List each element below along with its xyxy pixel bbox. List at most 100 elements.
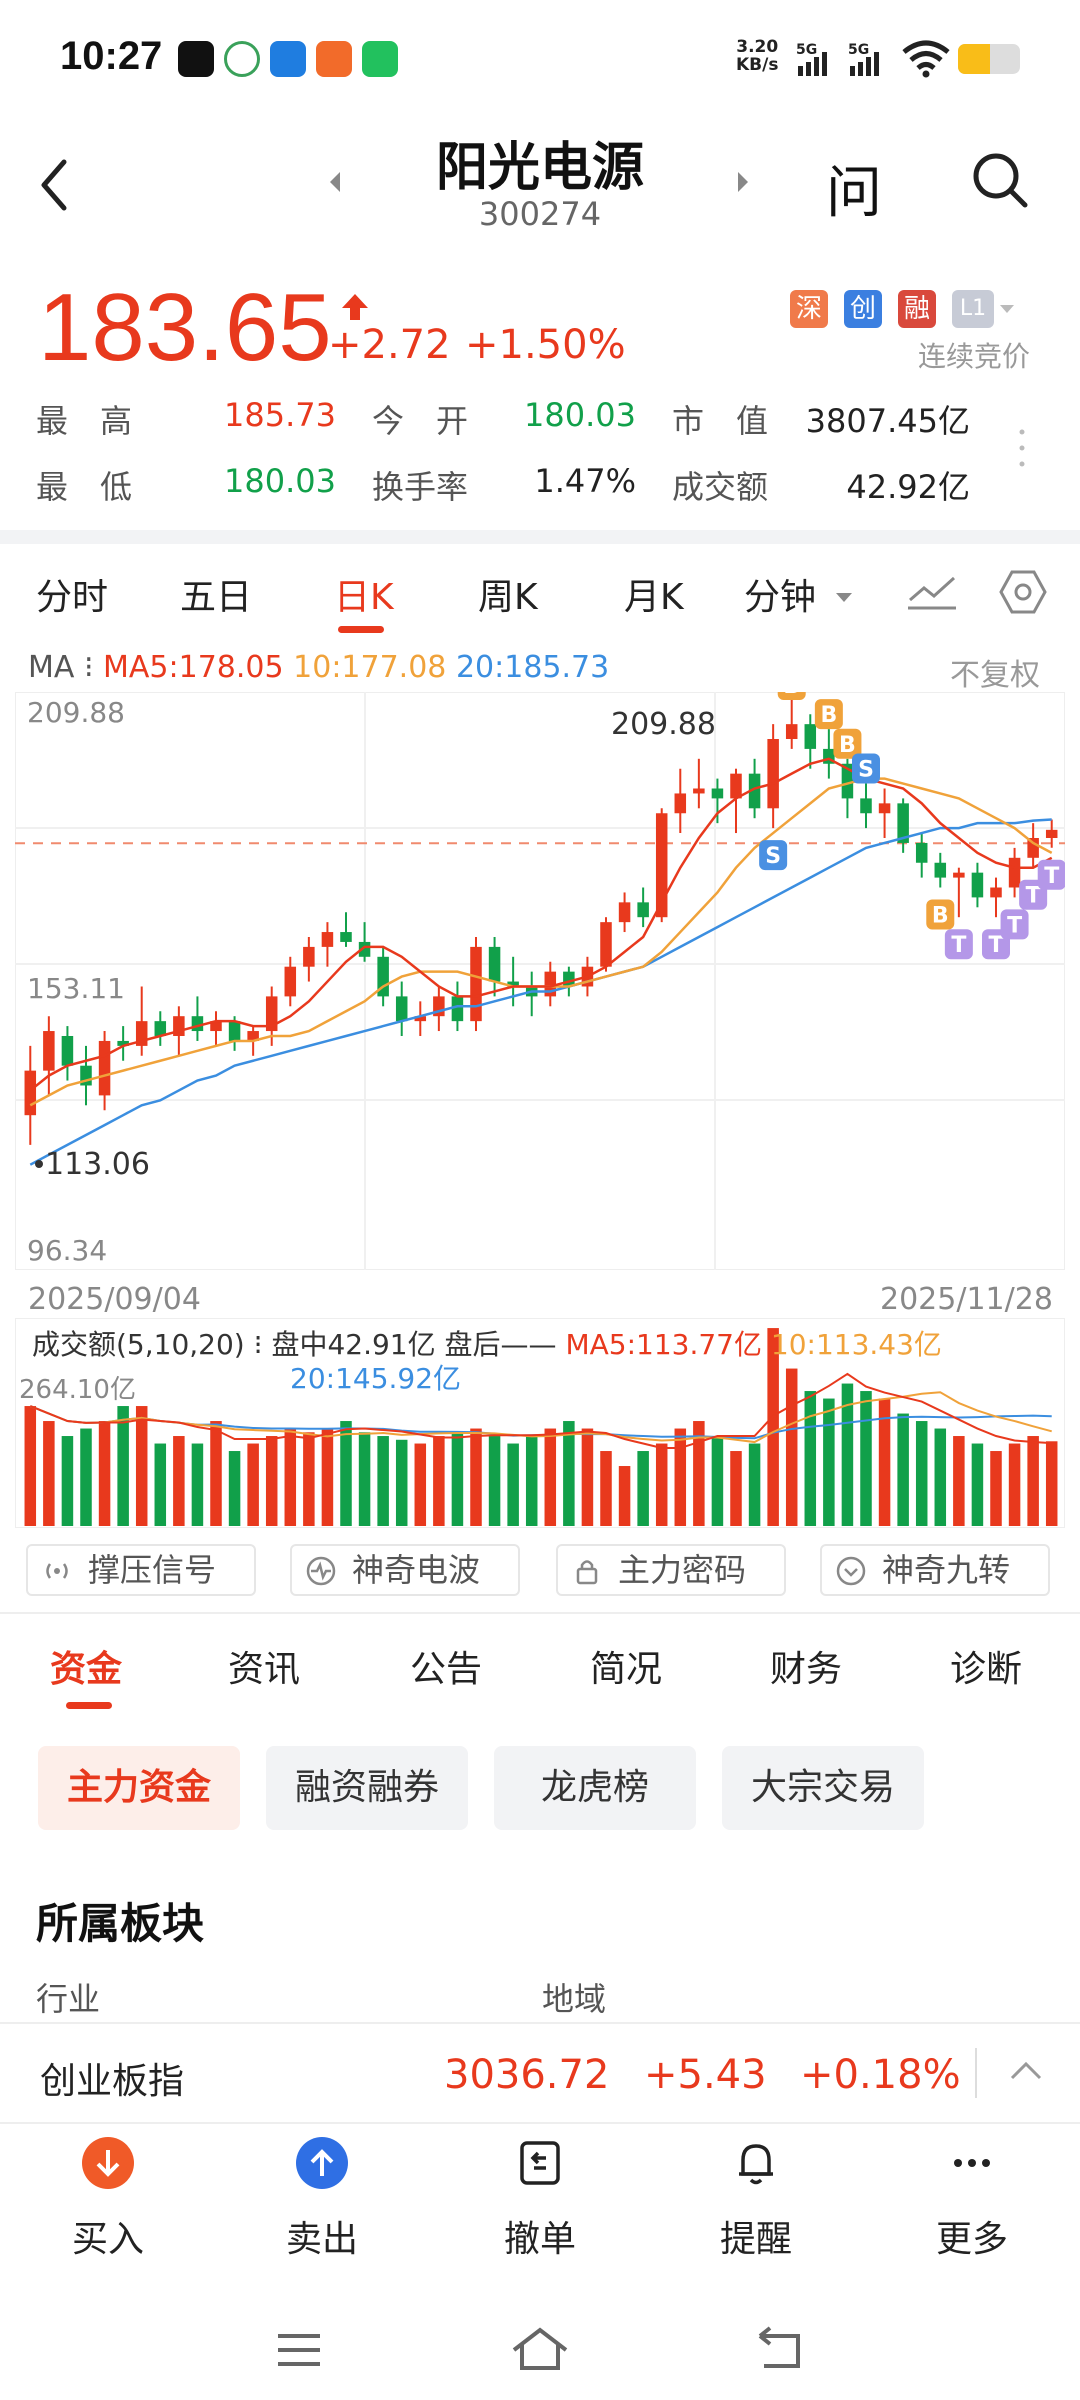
signal-label: B [932,903,949,928]
sector-region-tab[interactable]: 地域 [542,1980,607,2018]
chevron-up-icon[interactable] [1008,2058,1044,2082]
buy-button[interactable]: 买入 [48,2136,168,2262]
tab-news[interactable]: 资讯 [228,1649,301,1690]
candle-body [785,724,798,740]
cancel-order-label: 撤单 [503,2219,576,2260]
volume-bar [488,1436,501,1526]
tab-five-day[interactable]: 五日 [180,577,253,618]
volume-bar [377,1436,389,1526]
tab-intraday[interactable]: 分时 [36,577,109,618]
menu-icon[interactable] [274,2330,324,2370]
candle-body [43,1031,55,1071]
back-nav-icon[interactable] [754,2326,806,2372]
back-icon[interactable] [30,150,80,220]
settings-icon[interactable] [998,568,1048,616]
signal-marker: B [833,728,862,759]
more-vertical-icon[interactable] [1018,428,1026,468]
tab-minute[interactable]: 分钟 [744,577,817,618]
volume-bar [98,1421,111,1526]
candle-body [953,872,965,878]
next-stock-icon[interactable] [738,172,748,192]
candle-body [228,1021,241,1041]
indicator-magic-wave-button[interactable]: 神奇电波 [290,1544,520,1596]
subtab-block-trade[interactable]: 大宗交易 [722,1746,924,1830]
turnover-label: 换手率 [372,468,469,506]
low-marker: 113.06 [45,1147,150,1182]
subtab-dragon-tiger[interactable]: 龙虎榜 [494,1746,696,1830]
home-icon[interactable] [510,2324,570,2374]
volume-bar [804,1391,817,1526]
candle-body [934,862,947,878]
chevron-down-icon[interactable] [836,593,852,602]
volume-bar [265,1436,278,1526]
divider [975,2048,977,2098]
indicator-main-code-button[interactable]: 主力密码 [556,1544,786,1596]
volume-bar [878,1398,891,1526]
candle-body [915,842,928,863]
sector-row[interactable]: 创业板指 3036.72 +5.43 +0.18% [0,2022,1080,2124]
volume-bar [674,1428,687,1526]
candle-body [563,971,575,987]
tab-weekly-k[interactable]: 周K [478,577,538,618]
candle-body [860,798,872,814]
sell-button[interactable]: 卖出 [262,2136,382,2262]
cancel-order-icon [520,2141,560,2185]
search-icon[interactable] [970,150,1030,210]
check-circle-icon [836,1556,866,1586]
volume-ma5: MA5:113.77亿 [565,1328,762,1361]
lock-icon [576,1560,598,1585]
auction-status: 连续竞价 [917,340,1030,373]
cancel-order-button[interactable]: 撤单 [480,2136,600,2262]
candle-body [897,803,909,843]
more-button[interactable]: 更多 [912,2136,1032,2262]
tab-diagnosis[interactable]: 诊断 [950,1649,1023,1690]
tab-funds[interactable]: 资金 [50,1649,123,1690]
signal-icon: 5G [796,42,827,76]
tab-monthly-k[interactable]: 月K [624,577,684,618]
tag-margin: 融 [898,290,936,328]
level-caret-icon[interactable] [1000,305,1014,313]
tab-profile[interactable]: 简况 [590,1649,663,1690]
sector-name: 创业板指 [40,2061,185,2102]
volume-bar [61,1436,74,1526]
candle-body [247,1031,259,1041]
volume-bar [1027,1436,1039,1526]
volume-bar [971,1443,984,1526]
indicator-support-resistance-button[interactable]: 撑压信号 [26,1544,256,1596]
more-label: 更多 [935,2219,1008,2260]
tab-daily-k[interactable]: 日K [334,577,394,618]
bank-app-icon [224,41,260,77]
signal-label: B [820,703,837,728]
ask-button[interactable]: 问 [826,161,882,226]
adjust-mode[interactable]: 不复权 [950,658,1040,693]
alert-button[interactable]: 提醒 [696,2136,816,2262]
volume-bar [823,1398,835,1526]
volume-chart[interactable]: 264.10亿 [15,1318,1065,1528]
buy-label: 买入 [71,2219,144,2260]
volume-after-hours: 盘后—— [444,1328,557,1361]
candle-body [433,996,445,1017]
signal-1-label: 5G [796,42,817,58]
app-icon [270,41,306,77]
tag-level1[interactable]: L1 [952,290,994,328]
subtab-margin-trading[interactable]: 融资融券 [266,1746,468,1830]
candle-body [98,1040,111,1096]
signal-2-label: 5G [848,42,869,58]
signal-marker: B [777,692,806,700]
candle-body [395,996,408,1022]
draw-line-icon[interactable] [906,570,958,614]
volume-bar [525,1436,538,1526]
kline-chart[interactable]: BBBSSBTTTTT 209.88 153.11 96.34 209.88 1… [15,692,1065,1270]
signal-label: T [1044,864,1059,889]
tab-announcements[interactable]: 公告 [410,1649,483,1690]
candle-body [191,1016,204,1032]
indicator-magic-nine-button[interactable]: 神奇九转 [820,1544,1050,1596]
sector-industry-tab[interactable]: 行业 [36,1980,101,2018]
section-divider [0,1612,1080,1614]
prev-stock-icon[interactable] [330,172,340,192]
candle-body [488,946,501,982]
volume-bar [1008,1443,1021,1526]
tab-financials[interactable]: 财务 [770,1649,843,1690]
volume-bar [284,1428,297,1526]
subtab-main-funds[interactable]: 主力资金 [38,1746,240,1830]
